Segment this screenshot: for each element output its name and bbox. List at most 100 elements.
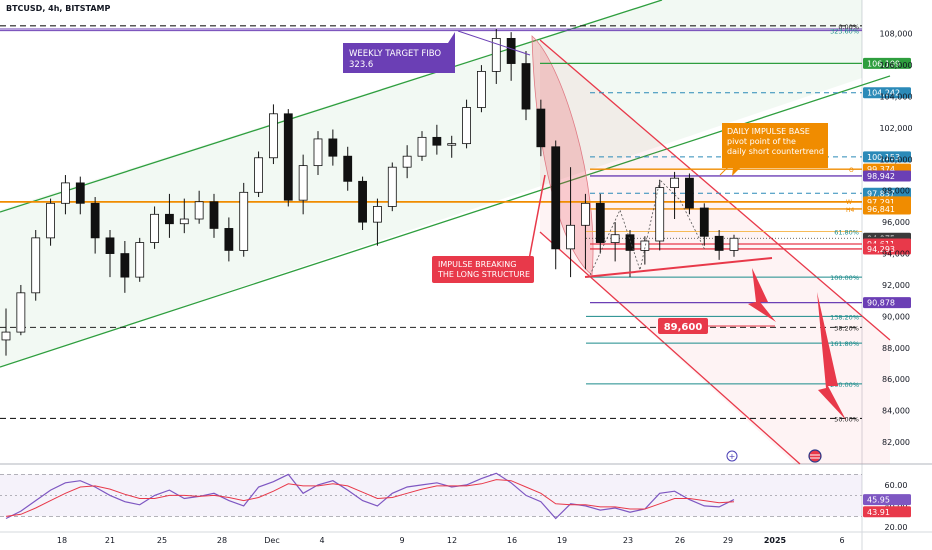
fib-label: 138.20% <box>830 313 859 321</box>
descending-channel-lower <box>539 231 801 465</box>
candle-body <box>313 138 323 167</box>
price-tick: 90,000 <box>882 312 910 321</box>
impulse-breaking-callout <box>432 256 534 283</box>
candle-body <box>1 331 11 341</box>
callout-text: IMPULSE BREAKING <box>438 260 516 269</box>
candle-body <box>655 187 665 242</box>
candle-body <box>75 182 85 204</box>
event-plus-icon[interactable] <box>726 450 738 462</box>
candle-body <box>670 177 679 189</box>
callout-pointer <box>457 30 531 56</box>
candle-body <box>566 224 575 250</box>
time-tick: 16 <box>507 536 517 545</box>
candle-body <box>224 228 234 251</box>
candle-body <box>269 113 278 159</box>
price-label: 99,374 <box>867 165 895 174</box>
channel-upper-line <box>0 0 663 213</box>
price-label: 100,153 <box>867 153 900 162</box>
candle-body <box>387 166 397 207</box>
price-label: 106,109 <box>867 59 900 68</box>
time-tick: 28 <box>217 536 227 545</box>
price-tick: 104,000 <box>879 93 912 102</box>
descending-channel-fill <box>540 40 890 464</box>
price-tick: 84,000 <box>882 407 910 416</box>
candle-body <box>150 213 159 243</box>
rsi-label-box <box>863 494 911 506</box>
candle-body <box>447 143 457 146</box>
price-label-box <box>863 87 911 99</box>
candle-body <box>551 146 561 250</box>
time-tick: Dec <box>264 536 279 545</box>
price-tick: 108,000 <box>879 30 912 39</box>
wave-label: W <box>846 199 852 206</box>
wave-projection <box>589 179 706 276</box>
candle-body <box>491 38 501 72</box>
candle-body <box>120 253 130 278</box>
candle-body <box>328 138 338 157</box>
fib-label: 61.80% <box>834 229 859 237</box>
candle-body <box>699 207 709 237</box>
candle-body <box>16 292 26 333</box>
fib-label: 200.00% <box>830 381 859 389</box>
price-label-box <box>863 187 911 199</box>
price-label: 97,837 <box>867 189 895 198</box>
candle-body <box>298 165 308 201</box>
candle-body <box>417 136 427 157</box>
price-tick: 102,000 <box>879 124 912 133</box>
weekly-target-callout <box>343 32 455 73</box>
fib-label: 50.00% <box>834 415 859 423</box>
time-tick: 18 <box>57 536 67 545</box>
candle-body <box>46 202 55 239</box>
fib-label: 323.60% <box>830 28 859 36</box>
candle-body <box>477 70 486 108</box>
candle-body <box>536 108 546 148</box>
time-tick: 26 <box>675 536 685 545</box>
us-flag-icon[interactable] <box>808 449 822 463</box>
time-tick: 9 <box>399 536 404 545</box>
candle-body <box>610 234 620 243</box>
rsi-signal-line <box>5 479 735 517</box>
rsi-tick: 20.00 <box>885 523 908 532</box>
candle-body <box>209 201 219 229</box>
price-label-box <box>863 57 911 69</box>
price-label-box <box>863 203 911 215</box>
time-tick: 4 <box>319 536 324 545</box>
candle-body <box>105 237 115 254</box>
candle-body <box>31 237 41 294</box>
candle-body <box>581 202 590 226</box>
rsi-label: 43.91 <box>867 508 890 517</box>
price-label: 90,878 <box>867 299 895 308</box>
time-tick: 12 <box>447 536 457 545</box>
ascending-channel-fill <box>0 0 862 368</box>
candle-body <box>373 206 382 223</box>
rsi-tick: 60.00 <box>885 481 908 490</box>
candle-body <box>640 240 650 251</box>
callout-text: pivot point of the <box>727 137 796 146</box>
callout-text: DAILY IMPULSE BASE <box>727 127 810 136</box>
price-label: 104,242 <box>867 89 900 98</box>
price-label: 94,293 <box>867 245 895 254</box>
candle-body <box>358 180 367 223</box>
callout-text: 323.6 <box>349 60 373 70</box>
rsi-label: 45.95 <box>867 496 890 505</box>
target-price-badge <box>658 318 708 334</box>
candle-body <box>194 201 204 220</box>
candle-body <box>254 157 263 193</box>
rsi-line <box>5 472 735 520</box>
time-tick: 19 <box>557 536 567 545</box>
time-tick: 23 <box>623 536 633 545</box>
candle-body <box>506 38 516 64</box>
price-tick: 86,000 <box>882 375 910 384</box>
candle-body <box>165 213 174 225</box>
price-label: 98,942 <box>867 172 895 181</box>
price-label-box <box>863 151 911 163</box>
candle-body <box>462 107 471 145</box>
fib-label: 38.20% <box>834 324 859 332</box>
candle-body <box>239 191 249 251</box>
price-tick: 94,000 <box>882 250 910 259</box>
time-tick: 21 <box>105 536 115 545</box>
price-label-box <box>863 297 911 309</box>
price-label-box <box>863 170 911 182</box>
time-tick: 29 <box>723 536 733 545</box>
